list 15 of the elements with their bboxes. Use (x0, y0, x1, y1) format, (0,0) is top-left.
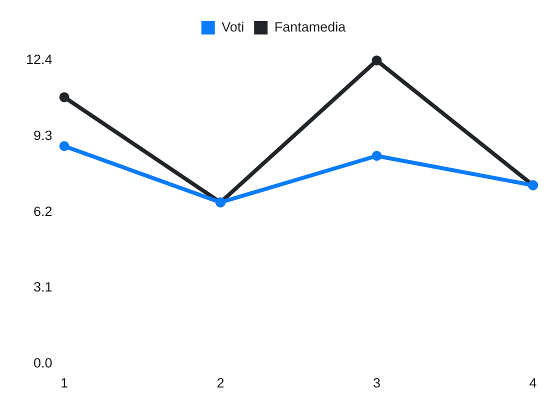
point (59, 141, 70, 152)
legend-label: Voti (222, 19, 244, 34)
x-tick-label: 3 (373, 376, 381, 391)
legend-label: Fantamedia (274, 19, 346, 34)
y-tick-label: 9.3 (33, 128, 52, 144)
point (59, 92, 70, 102)
x-tick-label: 1 (60, 376, 68, 391)
y-tick-label: 12.4 (26, 52, 53, 68)
y-tick-label: 3.1 (33, 280, 52, 295)
y-tick-label: 6.2 (33, 204, 52, 219)
x-tick-label: 4 (529, 376, 538, 391)
x-tick-label: 2 (216, 376, 224, 391)
point (372, 150, 382, 161)
point (372, 56, 382, 66)
y-tick-label: 0.0 (33, 356, 52, 371)
